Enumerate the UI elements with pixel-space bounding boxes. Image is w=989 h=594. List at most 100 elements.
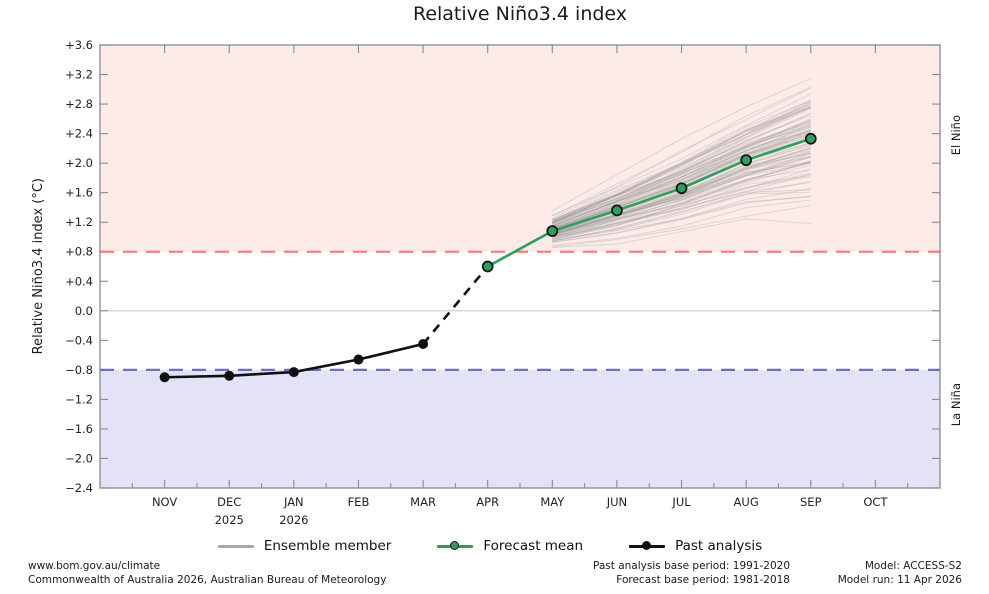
y-tick-label: +2.8 xyxy=(65,97,93,111)
past-analysis-point xyxy=(418,339,429,350)
ensemble-member-line xyxy=(552,162,811,235)
legend-label: Past analysis xyxy=(675,538,763,554)
ensemble-member-line xyxy=(552,155,811,235)
ensemble-member-line xyxy=(552,181,811,243)
ensemble-member-line xyxy=(552,87,811,217)
year-label: 2026 xyxy=(279,513,308,527)
la-nina-band xyxy=(100,369,940,488)
el-nino-band xyxy=(100,45,940,252)
ensemble-member-line xyxy=(552,120,811,224)
legend-item-ensemble: Ensemble member xyxy=(217,538,391,554)
month-label: JAN xyxy=(283,495,304,509)
footer-forecast-base: Forecast base period: 1981-2018 xyxy=(616,573,790,586)
ensemble-member-line xyxy=(552,189,811,242)
ensemble-member-line xyxy=(552,153,811,235)
past-analysis-point xyxy=(353,354,364,365)
year-label: 2025 xyxy=(215,513,244,527)
ensemble-member-line xyxy=(552,152,811,237)
month-label: AUG xyxy=(734,495,759,509)
ensemble-line-swatch xyxy=(217,539,254,553)
ensemble-member-line xyxy=(552,125,811,227)
legend-item-forecast: Forecast mean xyxy=(437,538,583,554)
forecast-mean-point xyxy=(481,260,494,273)
ensemble-member-line xyxy=(552,169,811,237)
ensemble-member-line xyxy=(552,191,811,242)
past-analysis-point xyxy=(224,370,235,381)
ensemble-member-line xyxy=(552,104,811,222)
ensemble-member-line xyxy=(552,160,811,239)
ensemble-member-line xyxy=(552,100,811,221)
footer-model-run: Model run: 11 Apr 2026 xyxy=(837,573,962,586)
forecast-mean-point xyxy=(611,204,623,217)
y-tick-label: −2.0 xyxy=(65,451,93,465)
ensemble-member-line xyxy=(552,195,811,243)
ensemble-member-line xyxy=(552,162,811,236)
y-tick-label: −2.4 xyxy=(65,481,93,495)
ensemble-member-line xyxy=(552,121,811,224)
ensemble-member-line xyxy=(552,123,811,226)
ensemble-member-line xyxy=(552,130,811,227)
ensemble-member-line xyxy=(552,169,811,240)
ensemble-member-line xyxy=(552,199,811,246)
ensemble-member-line xyxy=(552,152,811,234)
ensemble-member-line xyxy=(552,113,811,225)
forecast-mean-point xyxy=(740,154,753,167)
month-label: DEC xyxy=(217,495,241,509)
month-label: SEP xyxy=(800,495,822,509)
legend: Ensemble member Forecast mean Past analy… xyxy=(140,533,840,559)
ensemble-member-line xyxy=(552,173,811,238)
ensemble-member-line xyxy=(552,118,811,223)
ensemble-member-line xyxy=(552,156,811,236)
ensemble-member-line xyxy=(552,129,811,229)
ensemble-member-line xyxy=(552,78,811,212)
ensemble-member-line xyxy=(552,101,811,222)
y-tick-label: +0.4 xyxy=(65,274,93,288)
ensemble-member-line xyxy=(552,176,811,240)
plot-frame xyxy=(99,44,941,489)
chart-title: Relative Niño3.4 index xyxy=(412,3,628,25)
legend-item-past: Past analysis xyxy=(629,538,762,554)
ensemble-member-line xyxy=(552,130,811,230)
footer-url: www.bom.gov.au/climate xyxy=(28,560,161,572)
el-nino-band-label: El Niño xyxy=(949,114,963,156)
ensemble-member-line xyxy=(552,107,811,224)
ensemble-member-line xyxy=(552,128,811,229)
ensemble-member-line xyxy=(552,123,811,225)
month-label: JUN xyxy=(606,495,627,509)
y-tick-label: +0.8 xyxy=(65,245,93,259)
forecast-line-swatch xyxy=(437,539,474,553)
ensemble-member-line xyxy=(552,160,811,236)
ensemble-member-line xyxy=(552,123,811,229)
ensemble-member-line xyxy=(552,144,811,234)
ensemble-member-line xyxy=(552,205,811,248)
footer-past-base: Past analysis base period: 1991-2020 xyxy=(593,560,790,572)
month-label: FEB xyxy=(348,495,370,509)
y-tick-label: 0.0 xyxy=(75,304,93,318)
month-label: MAR xyxy=(410,495,436,509)
ensemble-member-line xyxy=(552,188,811,243)
ensemble-member-line xyxy=(552,126,811,230)
ensemble-member-line xyxy=(552,150,811,236)
legend-label: Forecast mean xyxy=(483,538,584,554)
ensemble-member-line xyxy=(552,196,811,242)
y-tick-label: −1.2 xyxy=(65,392,93,406)
ensemble-member-line xyxy=(552,161,811,236)
past-to-forecast-dashed xyxy=(422,265,489,345)
past-line-swatch xyxy=(629,539,666,553)
ensemble-member-line xyxy=(552,155,811,235)
ensemble-member-line xyxy=(552,106,811,224)
y-tick-label: −1.6 xyxy=(65,422,93,436)
ensemble-member-line xyxy=(552,105,811,224)
la-nina-band-label: La Niña xyxy=(949,383,963,427)
ensemble-member-line xyxy=(552,112,811,227)
ensemble-member-line xyxy=(552,119,811,227)
ensemble-member-line xyxy=(552,106,811,224)
ensemble-member-line xyxy=(552,108,811,223)
ensemble-member-line xyxy=(552,115,811,227)
y-tick-label: +3.2 xyxy=(65,68,93,82)
ensemble-member-line xyxy=(552,103,811,221)
ensemble-member-line xyxy=(552,100,811,223)
ensemble-member-line xyxy=(552,146,811,236)
ensemble-member-line xyxy=(552,156,811,237)
